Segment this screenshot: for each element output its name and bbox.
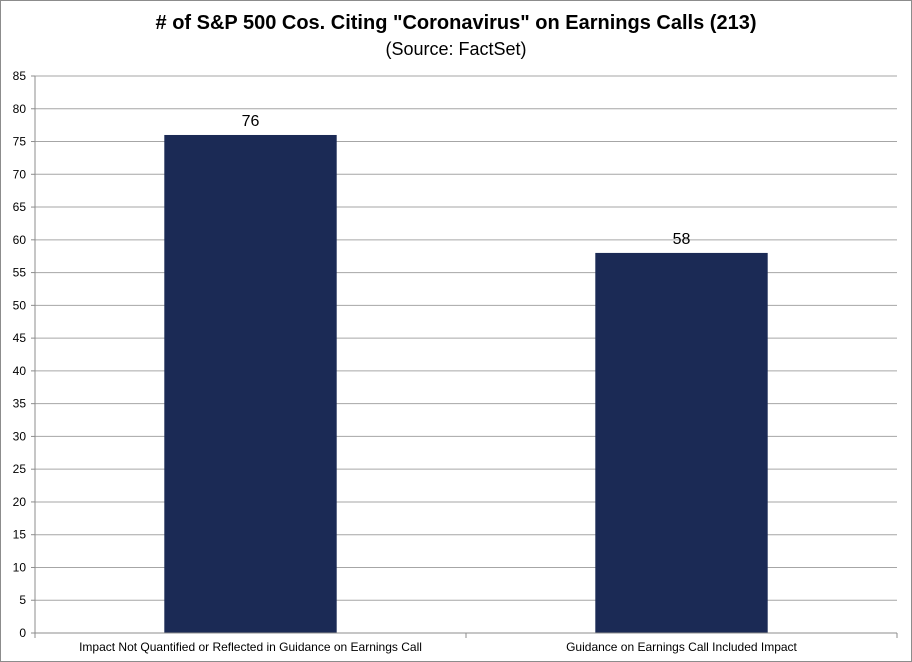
y-tick-label: 15 [13,528,27,542]
y-tick-label: 75 [13,135,27,149]
bar [595,252,768,633]
data-label: 58 [673,231,691,248]
bars [164,134,768,633]
y-tick-label: 35 [13,397,27,411]
y-tick-label: 70 [13,167,27,181]
y-tick-label: 55 [13,266,27,280]
chart-subtitle: (Source: FactSet) [385,39,526,59]
y-tick-label: 10 [13,560,27,574]
category-label: Impact Not Quantified or Reflected in Gu… [79,640,422,654]
y-tick-label: 0 [19,626,26,640]
x-axis-category-labels: Impact Not Quantified or Reflected in Gu… [79,640,797,654]
y-tick-label: 60 [13,233,27,247]
data-label: 76 [242,113,260,130]
data-labels: 76 58 [242,113,691,248]
y-tick-label: 5 [19,593,26,607]
y-tick-label: 45 [13,331,27,345]
y-tick-label: 65 [13,200,27,214]
bar [164,134,337,633]
y-tick-label: 85 [13,69,27,83]
y-tick-label: 30 [13,429,27,443]
axes [34,76,898,638]
y-tick-label: 80 [13,102,27,116]
category-label: Guidance on Earnings Call Included Impac… [566,640,797,654]
y-axis-ticks: 0 5 10 15 20 25 30 35 40 45 50 55 60 65 70 75 80 85 [13,69,35,640]
y-tick-label: 50 [13,298,27,312]
chart-title: # of S&P 500 Cos. Citing "Coronavirus" o… [156,12,757,34]
y-tick-label: 40 [13,364,27,378]
y-tick-label: 20 [13,495,27,509]
y-tick-label: 25 [13,462,27,476]
